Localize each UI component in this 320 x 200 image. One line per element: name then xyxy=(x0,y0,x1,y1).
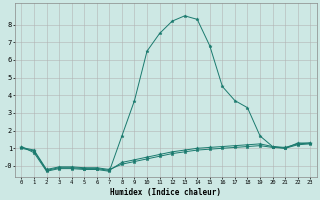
X-axis label: Humidex (Indice chaleur): Humidex (Indice chaleur) xyxy=(110,188,221,197)
